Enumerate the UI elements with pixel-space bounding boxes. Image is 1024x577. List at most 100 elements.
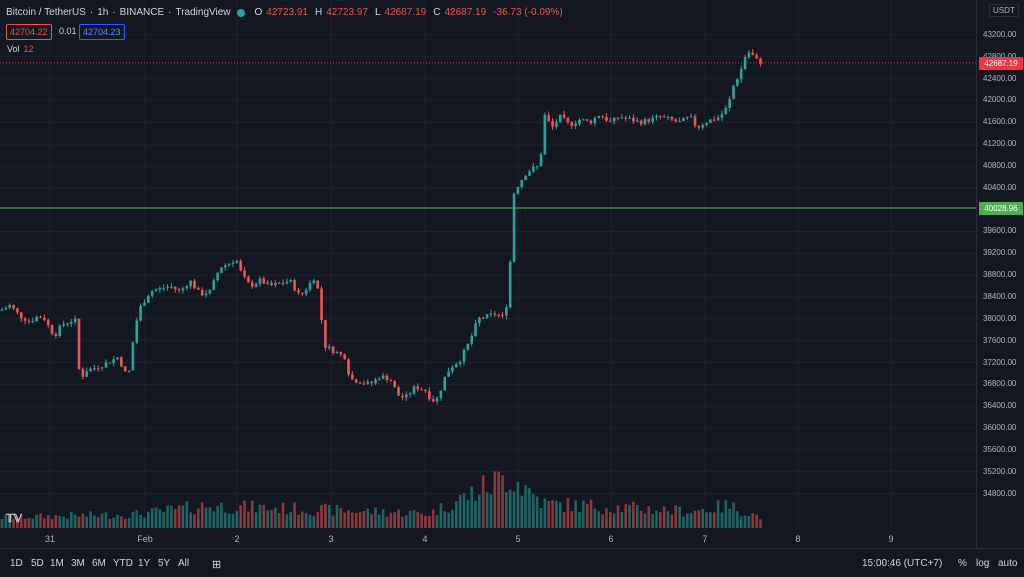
volume-bar xyxy=(616,505,620,528)
volume-bar xyxy=(247,511,250,528)
volume-legend[interactable]: Vol 12 xyxy=(7,44,34,54)
range-button-ytd[interactable]: YTD xyxy=(113,558,133,569)
volume-bar xyxy=(462,493,466,528)
candle-body xyxy=(424,389,427,392)
chart-pane[interactable] xyxy=(0,0,976,548)
volume-bar xyxy=(470,486,473,528)
volume-bar xyxy=(35,514,38,528)
volume-bar xyxy=(755,514,758,528)
candle-body xyxy=(666,116,670,118)
candle-body xyxy=(689,116,693,118)
volume-bar xyxy=(139,514,142,528)
clock-label[interactable]: 15:00:46 (UTC+7) xyxy=(862,558,943,569)
volume-bar xyxy=(77,516,81,528)
range-button-5y[interactable]: 5Y xyxy=(158,558,171,569)
candle-body xyxy=(270,282,273,286)
range-button-1d[interactable]: 1D xyxy=(10,558,23,569)
volume-bar xyxy=(389,512,393,528)
volume-bar xyxy=(250,500,254,528)
volume-bar xyxy=(458,494,462,528)
interval-label[interactable]: 1h xyxy=(97,7,109,18)
source-label: TradingView xyxy=(175,7,231,18)
candle-body xyxy=(724,107,728,115)
volume-bar xyxy=(693,510,697,528)
tradingview-logo-icon[interactable]: 𝕋𝕍 xyxy=(6,513,22,525)
log-toggle[interactable]: log xyxy=(976,558,990,569)
candle-body xyxy=(197,288,200,290)
volume-bar xyxy=(85,516,88,528)
candle-body xyxy=(466,343,470,350)
volume-bar xyxy=(66,518,69,528)
symbol-name[interactable]: Bitcoin / TetherUS xyxy=(6,7,86,18)
compare-icon[interactable]: ⊞ xyxy=(212,559,222,571)
volume-bar xyxy=(739,516,743,528)
volume-bar xyxy=(62,516,65,528)
range-button-5d[interactable]: 5D xyxy=(31,558,44,569)
volume-bar xyxy=(466,499,470,528)
volume-bar xyxy=(143,517,146,528)
percent-toggle[interactable]: % xyxy=(958,558,967,569)
candle-body xyxy=(639,120,643,125)
volume-bar xyxy=(27,518,31,528)
candle-body xyxy=(331,346,335,353)
volume-bar xyxy=(304,512,308,528)
candle-body xyxy=(420,389,423,391)
range-button-6m[interactable]: 6M xyxy=(92,558,106,569)
volume-bar xyxy=(393,512,396,528)
volume-bar xyxy=(689,513,693,528)
candle-body xyxy=(327,346,331,348)
candle-body xyxy=(12,304,15,309)
currency-label[interactable]: USDT xyxy=(989,4,1019,17)
volume-bar xyxy=(670,514,674,528)
volume-bar xyxy=(532,494,535,528)
candle-body xyxy=(632,117,635,122)
time-tick-label: 3 xyxy=(328,534,334,544)
auto-toggle[interactable]: auto xyxy=(998,558,1018,569)
candle-body xyxy=(404,394,408,398)
volume-bar xyxy=(662,506,666,528)
volume-bar xyxy=(347,510,350,528)
volume-bar xyxy=(235,510,239,528)
range-button-all[interactable]: All xyxy=(178,558,190,569)
candle-body xyxy=(612,117,616,122)
price-axis[interactable]: USDT 43200.00 42800.00 42400.00 42000.00 416… xyxy=(976,0,1024,548)
price-tick-label: 43200.00 xyxy=(983,29,1017,39)
volume-bar xyxy=(324,503,327,528)
price-tick-label: 42800.00 xyxy=(983,52,1016,61)
volume-bar xyxy=(705,512,708,528)
volume-label: Vol xyxy=(7,44,20,54)
volume-bar xyxy=(582,500,585,528)
volume-bar xyxy=(578,511,581,528)
candle-body xyxy=(173,286,177,290)
price-tick-label: 37600.00 xyxy=(983,335,1017,345)
range-button-3m[interactable]: 3M xyxy=(71,558,85,569)
volume-bar xyxy=(520,495,524,528)
range-button-1m[interactable]: 1M xyxy=(50,558,64,569)
sell-button[interactable]: 42704.22 xyxy=(6,24,52,40)
candle-body xyxy=(451,367,454,372)
candle-body xyxy=(597,116,601,118)
time-axis[interactable]: 31 Feb 2 3 4 5 6 7 8 9 xyxy=(0,528,976,548)
market-status-icon[interactable] xyxy=(236,8,245,17)
candle-body xyxy=(31,321,35,323)
volume-bar xyxy=(435,515,439,528)
range-button-1y[interactable]: 1Y xyxy=(138,558,151,569)
candle-body xyxy=(77,318,81,369)
candle-body xyxy=(532,166,535,172)
candle-body xyxy=(254,283,258,287)
candle-body xyxy=(751,52,755,56)
volume-bar xyxy=(120,516,123,528)
volume-bar xyxy=(308,514,312,528)
candle-body xyxy=(743,57,747,70)
volume-bar xyxy=(270,509,273,528)
volume-bar xyxy=(297,514,300,528)
candle-body xyxy=(70,321,73,324)
candle-body xyxy=(620,117,624,119)
candle-body xyxy=(266,282,269,284)
volume-bar xyxy=(428,515,431,528)
volume-bar xyxy=(147,511,150,528)
candlestick-chart[interactable] xyxy=(0,0,976,528)
volume-bar xyxy=(724,500,728,528)
candle-body xyxy=(524,175,527,180)
buy-button[interactable]: 42704.23 xyxy=(79,24,125,40)
